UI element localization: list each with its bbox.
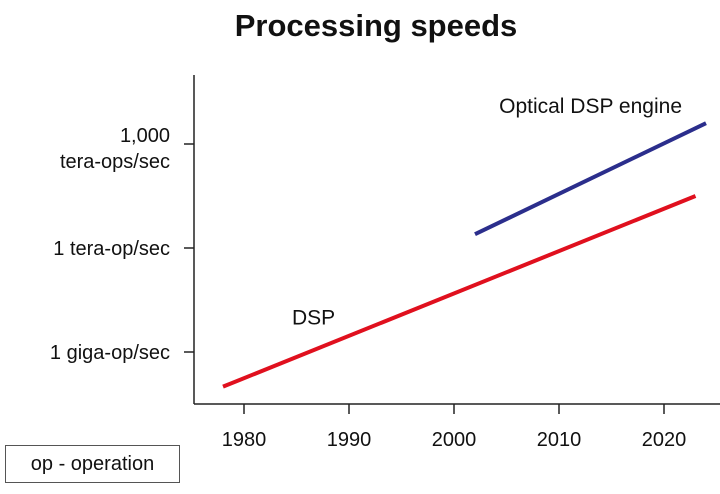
series-labels: DSP Optical DSP engine	[292, 95, 682, 329]
footnote-text: op - operation	[30, 452, 155, 475]
y-tick-label: 1,000	[120, 125, 170, 147]
footnote-box: op - operation	[5, 445, 180, 483]
y-tick-label: tera-ops/sec	[60, 151, 170, 173]
series-line-optical-dsp-engine	[474, 121, 707, 237]
x-axis-ticks: 1980 1990 2000 2010 2020	[222, 404, 687, 451]
series-label: DSP	[292, 307, 335, 330]
y-tick-label: 1 giga-op/sec	[50, 342, 170, 364]
x-tick-label: 1980	[222, 429, 267, 451]
series-line-dsp	[222, 194, 697, 389]
x-tick-label: 2000	[432, 429, 477, 451]
y-axis-ticks: 1 giga-op/sec 1 tera-op/sec 1,000 tera-ops/…	[50, 125, 194, 364]
y-tick-label: 1 tera-op/sec	[53, 238, 170, 260]
chart-title: Processing speeds	[235, 8, 518, 43]
x-tick-label: 1990	[327, 429, 372, 451]
series-lines	[222, 121, 707, 389]
x-tick-label: 2010	[537, 429, 582, 451]
x-tick-label: 2020	[642, 429, 687, 451]
series-label: Optical DSP engine	[499, 95, 682, 118]
